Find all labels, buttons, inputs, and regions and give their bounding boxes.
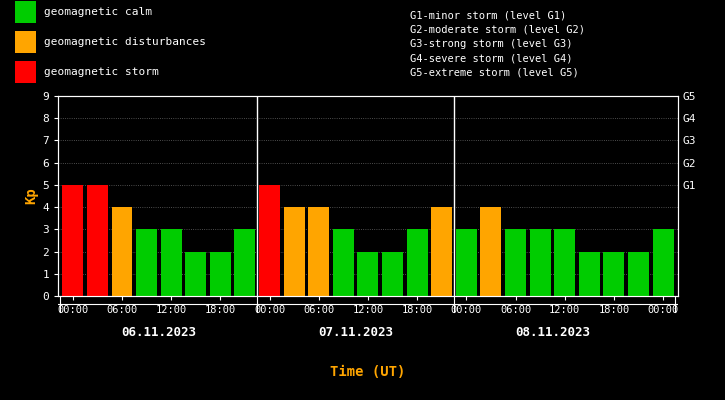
Bar — [481, 207, 502, 296]
Bar — [112, 207, 133, 296]
Bar — [308, 207, 329, 296]
Bar — [234, 229, 255, 296]
Bar — [62, 185, 83, 296]
Y-axis label: Kp: Kp — [24, 188, 38, 204]
Text: geomagnetic storm: geomagnetic storm — [44, 67, 158, 77]
Bar — [186, 252, 206, 296]
Text: 07.11.2023: 07.11.2023 — [318, 326, 393, 339]
Text: geomagnetic disturbances: geomagnetic disturbances — [44, 37, 205, 47]
Bar — [87, 185, 108, 296]
Bar — [456, 229, 477, 296]
Bar — [357, 252, 378, 296]
Bar — [431, 207, 452, 296]
Bar — [333, 229, 354, 296]
Bar — [628, 252, 649, 296]
Bar — [555, 229, 575, 296]
Text: geomagnetic calm: geomagnetic calm — [44, 7, 152, 17]
Bar — [579, 252, 600, 296]
Text: G1-minor storm (level G1)
G2-moderate storm (level G2)
G3-strong storm (level G3: G1-minor storm (level G1) G2-moderate st… — [410, 10, 584, 78]
Bar — [161, 229, 181, 296]
Bar — [407, 229, 428, 296]
Bar — [530, 229, 550, 296]
Bar — [283, 207, 304, 296]
Text: Time (UT): Time (UT) — [331, 365, 405, 379]
Bar — [210, 252, 231, 296]
Bar — [136, 229, 157, 296]
Bar — [603, 252, 624, 296]
Text: 06.11.2023: 06.11.2023 — [121, 326, 196, 339]
Bar — [259, 185, 280, 296]
Bar — [382, 252, 403, 296]
Bar — [652, 229, 674, 296]
Text: 08.11.2023: 08.11.2023 — [515, 326, 590, 339]
Bar — [505, 229, 526, 296]
